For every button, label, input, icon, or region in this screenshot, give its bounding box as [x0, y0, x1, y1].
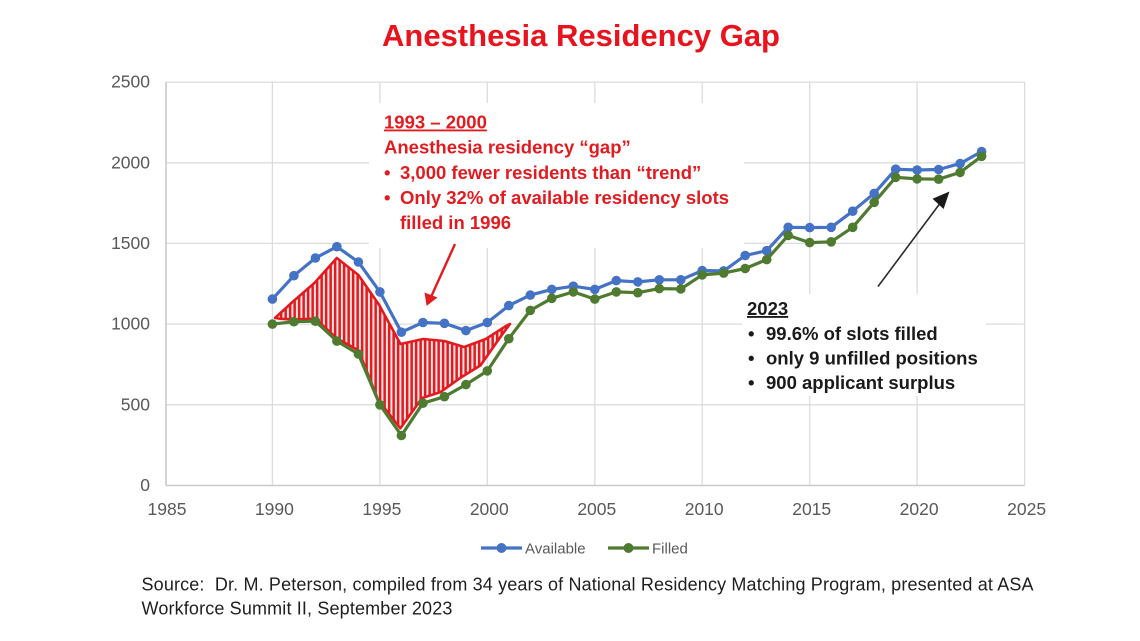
- svg-text:2000: 2000: [470, 499, 509, 519]
- svg-text:Anesthesia residency “gap”: Anesthesia residency “gap”: [384, 137, 631, 158]
- svg-text:Only 32% of available residenc: Only 32% of available residency slots: [400, 187, 729, 208]
- svg-text:99.6% of slots filled: 99.6% of slots filled: [766, 323, 938, 344]
- svg-text:2000: 2000: [111, 152, 150, 172]
- svg-text:1000: 1000: [111, 314, 150, 334]
- svg-text:2010: 2010: [685, 499, 724, 519]
- svg-text:1990: 1990: [255, 499, 294, 519]
- svg-text:Anesthesia Residency Gap: Anesthesia Residency Gap: [382, 18, 780, 53]
- svg-text:Source: Dr. M. Peterson, comp: Source: Dr. M. Peterson, compiled from 3…: [142, 575, 1034, 595]
- svg-text:2023: 2023: [747, 298, 788, 319]
- svg-text:1995: 1995: [362, 499, 401, 519]
- svg-text:•: •: [748, 323, 754, 344]
- svg-text:1993 – 2000: 1993 – 2000: [384, 112, 487, 133]
- svg-text:•: •: [384, 187, 390, 208]
- svg-text:900 applicant surplus: 900 applicant surplus: [766, 372, 955, 393]
- svg-text:2005: 2005: [577, 499, 616, 519]
- svg-text:1500: 1500: [111, 233, 150, 253]
- svg-text:3,000 fewer residents than “tr: 3,000 fewer residents than “trend”: [400, 162, 701, 183]
- svg-text:0: 0: [140, 475, 150, 495]
- svg-text:only 9 unfilled positions: only 9 unfilled positions: [766, 348, 978, 369]
- svg-text:1985: 1985: [148, 499, 187, 519]
- svg-text:2025: 2025: [1007, 499, 1046, 519]
- svg-text:•: •: [748, 372, 754, 393]
- svg-text:•: •: [384, 162, 390, 183]
- svg-text:•: •: [748, 348, 754, 369]
- svg-text:2500: 2500: [111, 72, 150, 92]
- svg-text:Workforce Summit II, September: Workforce Summit II, September 2023: [142, 599, 453, 619]
- svg-text:2015: 2015: [792, 499, 831, 519]
- svg-text:500: 500: [121, 394, 150, 414]
- svg-text:Available: Available: [525, 541, 586, 558]
- svg-text:Filled: Filled: [652, 541, 688, 558]
- svg-text:2020: 2020: [900, 499, 939, 519]
- svg-text:filled in 1996: filled in 1996: [400, 212, 511, 233]
